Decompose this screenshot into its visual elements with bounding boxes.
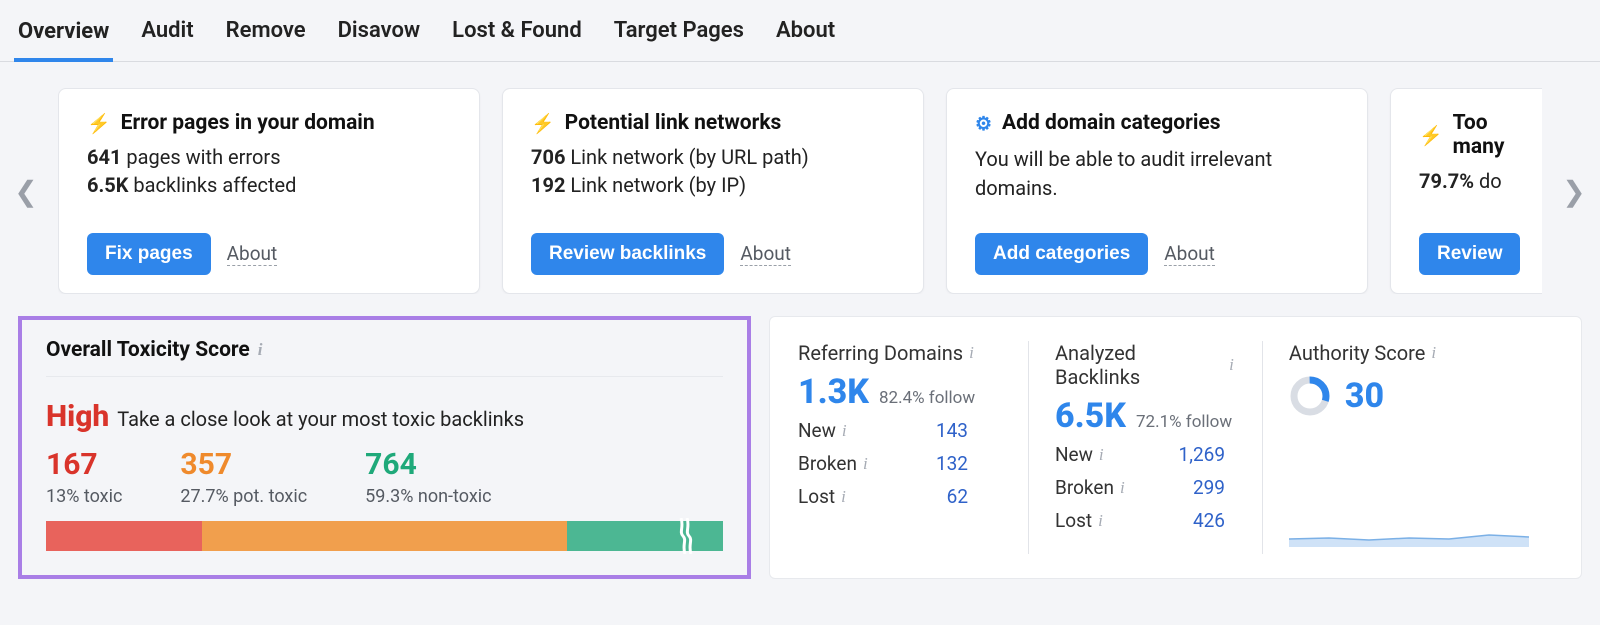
gear-icon: ⚙ <box>975 112 992 135</box>
info-icon[interactable]: i <box>258 340 263 360</box>
referring-domains-col: Referring Domains i 1.3K 82.4% follow Ne… <box>798 341 1028 554</box>
tab-target-pages[interactable]: Target Pages <box>610 8 748 61</box>
stat-val[interactable]: 299 <box>1193 476 1225 499</box>
toxicity-level: High <box>46 399 109 434</box>
toxicity-message: Take a close look at your most toxic bac… <box>117 407 524 431</box>
pot-toxic-count: 357 <box>180 450 307 480</box>
stat-key: Lost <box>1055 509 1092 532</box>
stats-panel: Referring Domains i 1.3K 82.4% follow Ne… <box>769 316 1582 579</box>
bar-segment-toxic <box>46 521 202 551</box>
info-icon[interactable]: i <box>842 421 847 441</box>
card-too-many: ⚡ Too many 79.7% do Review <box>1390 88 1542 294</box>
bolt-icon: ⚡ <box>531 112 555 135</box>
tab-remove[interactable]: Remove <box>222 8 310 61</box>
authority-title: Authority Score <box>1289 341 1425 365</box>
stat-val[interactable]: 143 <box>936 419 968 442</box>
nontoxic-label: 59.3% non-toxic <box>365 486 491 507</box>
stat-key: New <box>798 419 836 442</box>
bolt-icon: ⚡ <box>1419 124 1443 147</box>
card-link-networks: ⚡ Potential link networks 706 Link netwo… <box>502 88 924 294</box>
chevron-left-icon[interactable]: ❮ <box>8 167 44 215</box>
about-link[interactable]: About <box>227 242 278 266</box>
toxicity-panel: Overall Toxicity Score i High Take a clo… <box>18 316 751 579</box>
card-error-pages: ⚡ Error pages in your domain 641 pages w… <box>58 88 480 294</box>
tab-about[interactable]: About <box>772 8 839 61</box>
authority-sparkline <box>1289 499 1529 551</box>
toxicity-bar <box>46 521 723 551</box>
toxicity-title: Overall Toxicity Score <box>46 338 250 362</box>
authority-donut: 30 <box>1289 375 1525 417</box>
card-title: Potential link networks <box>565 111 782 135</box>
card-title: Too many <box>1453 111 1541 159</box>
fix-pages-button[interactable]: Fix pages <box>87 233 211 275</box>
info-icon[interactable]: i <box>1229 355 1234 375</box>
card-domain-categories: ⚙ Add domain categories You will be able… <box>946 88 1368 294</box>
tab-bar: Overview Audit Remove Disavow Lost & Fou… <box>0 0 1600 62</box>
info-icon[interactable]: i <box>1120 478 1125 498</box>
analyzed-big[interactable]: 6.5K <box>1055 399 1126 433</box>
authority-score[interactable]: 30 <box>1345 376 1384 416</box>
review-backlinks-button[interactable]: Review backlinks <box>531 233 724 275</box>
stat-key: Broken <box>1055 476 1114 499</box>
stat-val[interactable]: 426 <box>1193 509 1225 532</box>
pot-toxic-label: 27.7% pot. toxic <box>180 486 307 507</box>
about-link[interactable]: About <box>740 242 791 266</box>
card-row: ⚡ Error pages in your domain 641 pages w… <box>58 88 1542 294</box>
analyzed-title: Analyzed Backlinks <box>1055 341 1223 389</box>
tab-lost-found[interactable]: Lost & Found <box>448 8 586 61</box>
bolt-icon: ⚡ <box>87 112 111 135</box>
bar-break-icon <box>679 518 693 554</box>
toxic-label: 13% toxic <box>46 486 122 507</box>
info-icon[interactable]: i <box>969 343 974 363</box>
referring-big[interactable]: 1.3K <box>798 375 869 409</box>
metrics-row: Overall Toxicity Score i High Take a clo… <box>0 316 1600 597</box>
info-icon[interactable]: i <box>1431 343 1436 363</box>
info-icon[interactable]: i <box>1098 511 1103 531</box>
stat-key: Lost <box>798 485 835 508</box>
tab-disavow[interactable]: Disavow <box>334 8 425 61</box>
analyzed-sub: 72.1% follow <box>1136 414 1232 431</box>
stat-val[interactable]: 62 <box>947 485 968 508</box>
bar-segment-nontoxic <box>567 521 723 551</box>
review-button[interactable]: Review <box>1419 233 1520 275</box>
card-title: Add domain categories <box>1002 111 1220 135</box>
toxic-count: 167 <box>46 450 122 480</box>
referring-title: Referring Domains <box>798 341 963 365</box>
add-categories-button[interactable]: Add categories <box>975 233 1148 275</box>
info-icon[interactable]: i <box>841 487 846 507</box>
card-title: Error pages in your domain <box>121 111 375 135</box>
chevron-right-icon[interactable]: ❯ <box>1556 167 1592 215</box>
authority-score-col: Authority Score i 30 <box>1262 341 1553 554</box>
tab-audit[interactable]: Audit <box>137 8 197 61</box>
stat-val[interactable]: 1,269 <box>1179 443 1225 466</box>
about-link[interactable]: About <box>1164 242 1215 266</box>
tab-overview[interactable]: Overview <box>14 9 113 62</box>
stat-val[interactable]: 132 <box>936 452 968 475</box>
stat-key: Broken <box>798 452 857 475</box>
card-carousel: ❮ ⚡ Error pages in your domain 641 pages… <box>0 62 1600 316</box>
bar-segment-pot-toxic <box>202 521 568 551</box>
analyzed-backlinks-col: Analyzed Backlinks i 6.5K 72.1% follow N… <box>1028 341 1262 554</box>
info-icon[interactable]: i <box>863 454 868 474</box>
nontoxic-count: 764 <box>365 450 491 480</box>
referring-sub: 82.4% follow <box>879 390 975 407</box>
info-icon[interactable]: i <box>1099 445 1104 465</box>
stat-key: New <box>1055 443 1093 466</box>
